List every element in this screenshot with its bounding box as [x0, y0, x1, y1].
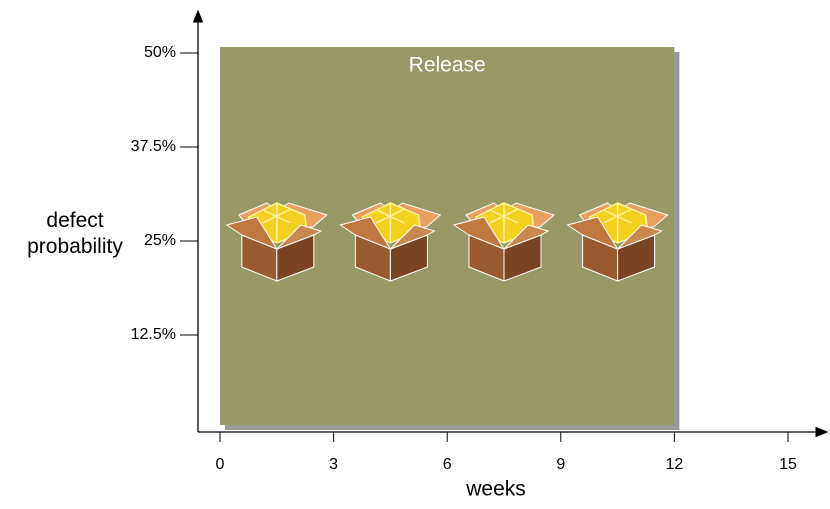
flap-left [452, 216, 506, 251]
y-tick-label: 50% [144, 44, 176, 61]
x-tick-label: 6 [443, 456, 452, 473]
release-label: Release [409, 54, 486, 77]
flap-right [617, 224, 663, 250]
package-icon [339, 202, 442, 282]
package-icon [452, 202, 556, 282]
package-icon [566, 202, 669, 282]
flap-right [276, 224, 323, 250]
box-items-lines [376, 203, 405, 243]
flap-right [503, 224, 550, 250]
x-tick-label: 12 [666, 456, 684, 473]
x-axis-label: weeks [465, 478, 526, 501]
flap-left [566, 216, 619, 251]
x-tick-label: 3 [329, 456, 338, 473]
y-tick-label: 37.5% [131, 138, 176, 155]
x-tick-label: 9 [556, 456, 565, 473]
package-icon [225, 202, 328, 282]
flap-left [225, 216, 279, 251]
plot-area: Release [220, 47, 680, 430]
x-tick-label: 15 [779, 456, 797, 473]
y-tick-label: 25% [144, 232, 176, 249]
box-items-lines [262, 203, 292, 243]
box-items-lines [489, 203, 519, 243]
y-axis-label: defect probability [27, 209, 123, 258]
y-tick-label: 12.5% [131, 326, 176, 343]
flap-right [390, 224, 436, 250]
x-tick-label: 0 [216, 456, 225, 473]
flap-left [339, 216, 392, 251]
box-items-lines [603, 203, 632, 243]
